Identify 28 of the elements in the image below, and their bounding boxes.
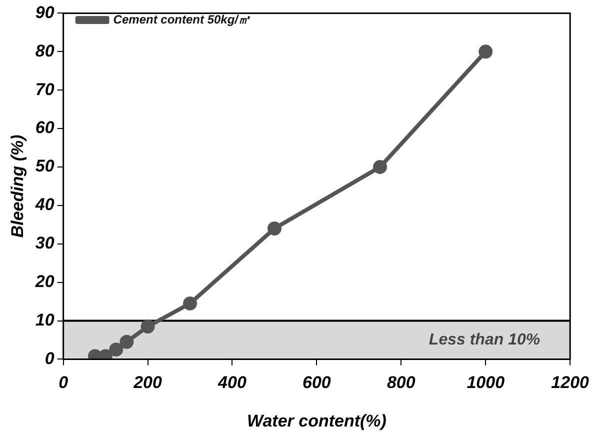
y-tick-label: 30: [35, 234, 55, 253]
y-tick-label: 80: [35, 41, 55, 60]
x-tick-label: 400: [217, 373, 247, 392]
x-tick-label: 600: [302, 373, 332, 392]
point: [140, 320, 155, 334]
point: [120, 334, 134, 349]
x-tick-label: 800: [386, 373, 416, 392]
y-tick-label: 60: [35, 118, 55, 138]
y-tick-label: 90: [35, 2, 55, 22]
x-tick-label: 1200: [551, 373, 590, 392]
y-tick-label: 0: [44, 348, 55, 368]
y-tick-label: 40: [34, 195, 55, 214]
y-tick-label: 50: [35, 156, 55, 176]
y-axis-title: Bleeding (%): [8, 134, 27, 238]
point: [109, 342, 124, 357]
x-tick-label: 0: [58, 373, 69, 392]
x-axis-title: Water content(%): [246, 411, 387, 430]
x-tick-label: 1000: [466, 373, 506, 392]
point: [183, 296, 198, 310]
x-tick-label: 200: [132, 373, 162, 392]
y-tick-label: 20: [34, 272, 55, 291]
legend-label: Cement content 50kg/㎥: [113, 12, 250, 26]
band-label: Less than 10%: [428, 331, 540, 348]
point: [267, 221, 282, 236]
point: [478, 44, 493, 59]
y-tick-label: 70: [35, 80, 55, 99]
y-tick-label: 10: [35, 310, 55, 330]
point: [373, 160, 388, 174]
